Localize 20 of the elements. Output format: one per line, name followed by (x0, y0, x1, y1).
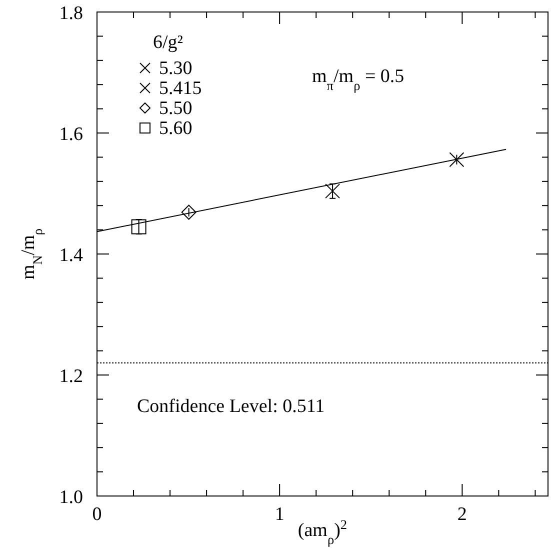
point (131, 219, 146, 234)
x-tick-label: 1 (274, 504, 284, 525)
legend-title: 6/g² (153, 32, 184, 53)
annotation: Confidence Level: 0.511 (137, 396, 325, 417)
point (325, 184, 340, 199)
y-tick-label: 1.0 (59, 487, 83, 508)
annotation: m$_{π}$/m$_{ρ}$ = 0.5 (312, 66, 404, 92)
legend-label: 5.50 (159, 98, 192, 119)
point (181, 204, 196, 220)
point (449, 152, 464, 168)
y-tick-label: 1.6 (59, 124, 83, 145)
x-axis-title: (am$_{ρ}$)$^{2}$ (298, 516, 348, 546)
y-tick-label: 1.4 (59, 245, 84, 266)
x-tick-label: 0 (92, 504, 102, 525)
legend-label: 5.60 (159, 118, 192, 139)
y-tick-label: 1.8 (59, 3, 83, 24)
x-tick-label: 2 (457, 504, 467, 525)
legend-label: 5.415 (159, 78, 202, 99)
y-tick-label: 1.2 (59, 366, 83, 387)
legend-label: 5.30 (159, 58, 192, 79)
